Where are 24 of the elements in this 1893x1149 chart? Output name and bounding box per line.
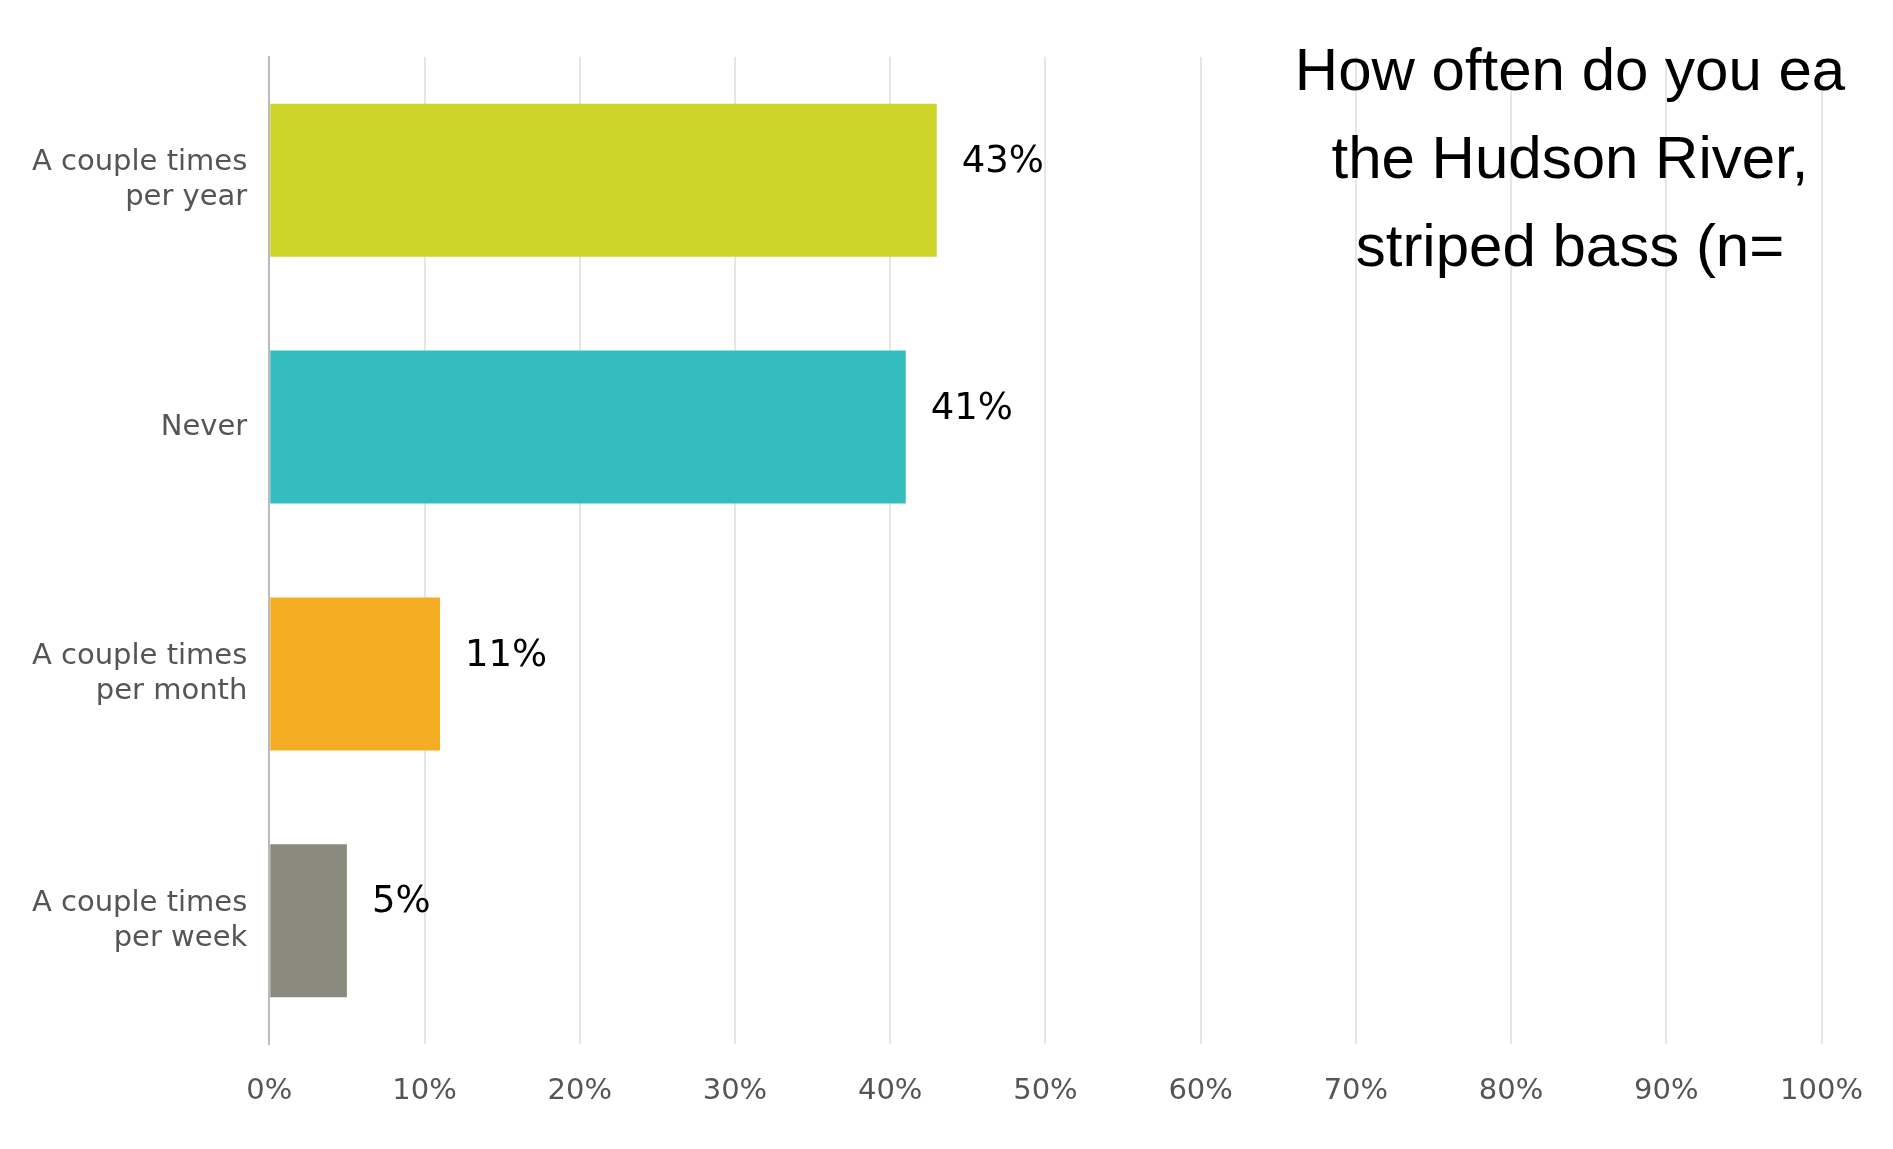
data-label: 11% xyxy=(465,631,548,675)
data-label: 43% xyxy=(961,137,1044,181)
x-tick-label: 90% xyxy=(1634,1072,1699,1107)
x-tick-label: 0% xyxy=(246,1072,293,1107)
x-tick-label: 70% xyxy=(1323,1072,1389,1107)
x-tick-label: 20% xyxy=(547,1072,612,1107)
bar xyxy=(270,350,906,504)
y-tick-label: A couple times per week xyxy=(32,883,248,953)
x-tick-label: 10% xyxy=(392,1072,457,1107)
y-tick-label: A couple times per year xyxy=(32,143,248,213)
bar xyxy=(270,844,347,998)
x-tick-label: 80% xyxy=(1478,1072,1544,1107)
data-label: 5% xyxy=(371,878,431,922)
y-tick-label: Never xyxy=(160,407,248,442)
data-label: 41% xyxy=(930,384,1013,428)
text: How often do you ea the Hudson River, striped bass (n= xyxy=(1294,36,1846,279)
x-tick-label: 30% xyxy=(702,1072,768,1107)
x-tick-label: 40% xyxy=(857,1072,923,1107)
y-tick-label: A couple times per month xyxy=(32,637,248,706)
x-tick-label: 50% xyxy=(1013,1072,1078,1107)
x-tick-label: 100% xyxy=(1780,1072,1864,1107)
x-tick-label: 60% xyxy=(1168,1072,1233,1107)
bar xyxy=(270,597,441,751)
bar xyxy=(270,103,937,257)
